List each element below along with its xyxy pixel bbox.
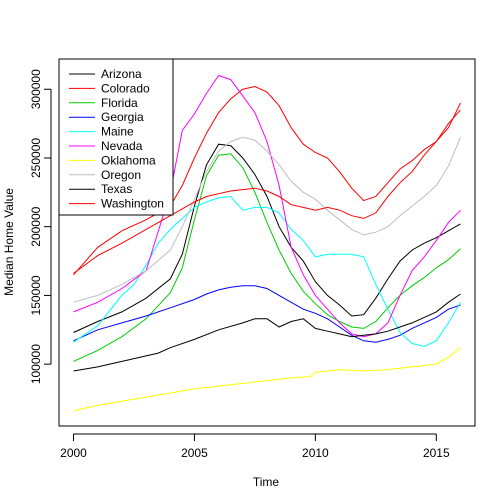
x-tick-label: 2000	[60, 446, 87, 460]
series-line-oklahoma	[73, 347, 461, 412]
legend-label-arizona: Arizona	[101, 67, 142, 81]
series-line-georgia	[73, 285, 461, 343]
series-line-texas	[73, 293, 461, 372]
series-line-florida	[73, 153, 461, 362]
series-layer	[73, 74, 461, 412]
x-axis: 2000 2005 2010 2015	[60, 433, 450, 460]
x-tick-label: 2005	[181, 446, 208, 460]
legend-label-oregon: Oregon	[101, 168, 141, 182]
series-line-nevada	[73, 74, 461, 338]
legend-label-georgia: Georgia	[101, 110, 144, 124]
x-tick-label: 2015	[423, 446, 450, 460]
y-tick-label: 300000	[29, 69, 43, 109]
y-axis: 100000 150000 200000 250000 300000	[29, 69, 52, 384]
legend-label-maine: Maine	[101, 125, 134, 139]
series-line-washington	[73, 109, 461, 274]
plot-box	[58, 58, 476, 427]
y-tick-label: 150000	[29, 275, 43, 315]
legend: ArizonaColoradoFloridaGeorgiaMaineNevada…	[58, 58, 174, 216]
y-tick-label: 200000	[29, 206, 43, 246]
legend-label-colorado: Colorado	[101, 81, 150, 95]
y-tick-label: 100000	[29, 344, 43, 384]
x-tick-label: 2010	[302, 446, 329, 460]
series-line-oregon	[73, 136, 461, 303]
y-axis-label: Median Home Value	[2, 188, 16, 296]
legend-label-texas: Texas	[101, 182, 132, 196]
legend-label-washington: Washington	[101, 197, 164, 211]
series-line-maine	[73, 195, 461, 347]
legend-label-nevada: Nevada	[101, 139, 143, 153]
legend-label-florida: Florida	[101, 96, 138, 110]
x-axis-label: Time	[253, 475, 280, 489]
y-tick-label: 250000	[29, 138, 43, 178]
legend-label-oklahoma: Oklahoma	[101, 153, 156, 167]
